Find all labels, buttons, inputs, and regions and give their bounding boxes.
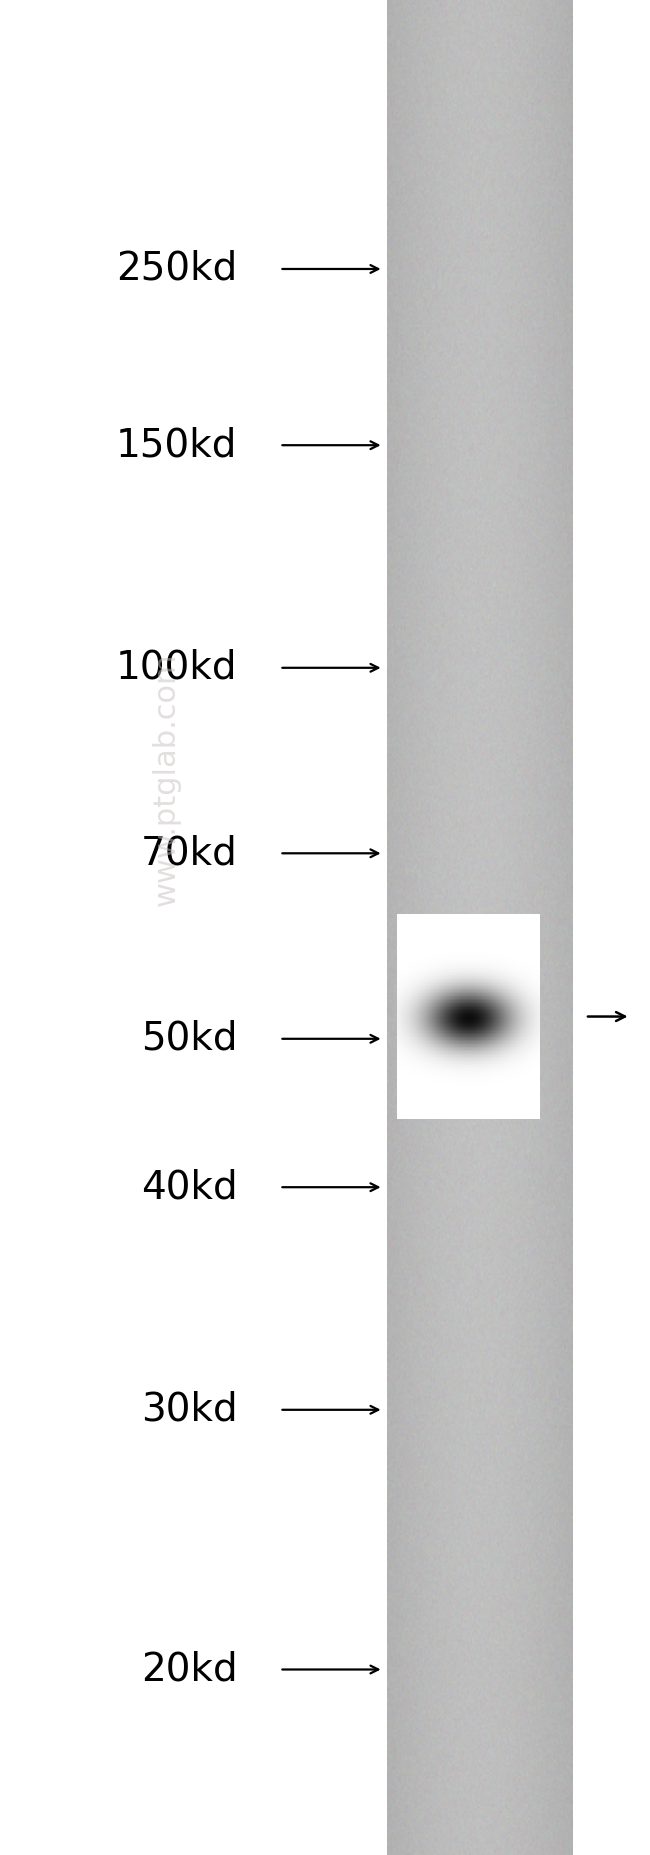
Text: 150kd: 150kd [116,427,237,464]
Text: 20kd: 20kd [140,1651,237,1688]
Text: 70kd: 70kd [140,835,237,872]
Text: www.ptglab.com: www.ptglab.com [151,653,180,905]
Text: 30kd: 30kd [140,1391,237,1428]
Text: 40kd: 40kd [140,1169,237,1206]
Text: 50kd: 50kd [141,1020,237,1057]
Text: 250kd: 250kd [116,250,237,288]
Text: 100kd: 100kd [116,649,237,686]
